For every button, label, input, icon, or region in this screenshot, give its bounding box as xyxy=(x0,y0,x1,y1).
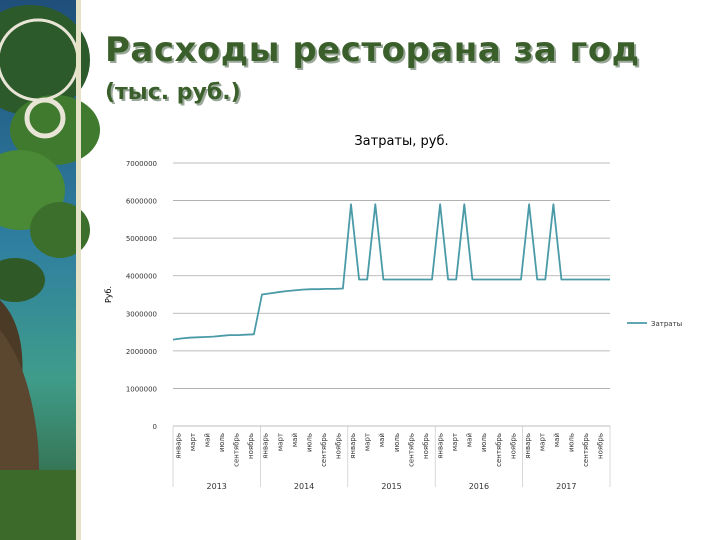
y-tick-label: 3000000 xyxy=(126,310,157,318)
expenses-line-chart: Затраты, руб. 0 1000000 2000000 3000000 40000… xyxy=(104,134,682,491)
year-label: 2015 xyxy=(381,482,401,491)
y-tick-label: 6000000 xyxy=(126,198,157,206)
y-tick-label: 0 xyxy=(153,423,157,431)
x-tick-label: ноябрь xyxy=(509,433,517,459)
slide-title: Расходы ресторана за год xyxy=(105,30,640,70)
y-tick-label: 2000000 xyxy=(126,348,157,356)
x-tick-label: ноябрь xyxy=(422,433,430,459)
x-tick-label: сентябрь xyxy=(233,433,241,467)
year-label: 2013 xyxy=(207,482,227,491)
x-tick-label: сентябрь xyxy=(320,433,328,467)
x-tick-label: ноябрь xyxy=(247,433,255,459)
x-tick-label: март xyxy=(538,433,546,451)
legend-label: Затраты xyxy=(651,320,682,328)
x-tick-label: июль xyxy=(568,433,576,452)
x-tick-label: март xyxy=(189,433,197,451)
x-tick-label: июль xyxy=(218,433,226,452)
x-tick-label: ноябрь xyxy=(335,433,343,459)
year-label: 2014 xyxy=(294,482,314,491)
tree-illustration xyxy=(0,0,100,540)
x-tick-label: май xyxy=(553,433,561,447)
series-line-zatraty xyxy=(172,203,610,341)
x-tick-label: январь xyxy=(524,433,532,459)
x-tick-label: сентябрь xyxy=(582,433,590,467)
y-tick-label: 7000000 xyxy=(126,160,157,168)
x-tick-label: март xyxy=(451,433,459,451)
x-tick-label: май xyxy=(466,433,474,447)
chart-title: Затраты, руб. xyxy=(354,134,448,149)
y-tick-label: 1000000 xyxy=(126,385,157,393)
x-tick-label: июль xyxy=(305,433,313,452)
y-tick-label: 5000000 xyxy=(126,235,157,243)
x-tick-label: май xyxy=(203,433,211,447)
x-tick-label: ноябрь xyxy=(597,433,605,459)
slide-subtitle: (тыс. руб.) xyxy=(105,80,241,105)
y-tick-label: 4000000 xyxy=(126,273,157,281)
x-tick-label: март xyxy=(364,433,372,451)
divider-bar xyxy=(76,0,81,540)
x-tick-label: январь xyxy=(436,433,444,459)
x-tick-label: май xyxy=(378,433,386,447)
y-axis-label: Руб. xyxy=(104,286,113,303)
x-tick-label: май xyxy=(291,433,299,447)
x-tick-label: январь xyxy=(174,433,182,459)
x-tick-label: сентябрь xyxy=(407,433,415,467)
x-tick-label: июль xyxy=(393,433,401,452)
x-tick-label: март xyxy=(276,433,284,451)
year-label: 2017 xyxy=(556,482,576,491)
x-tick-label: июль xyxy=(480,433,488,452)
x-tick-label: январь xyxy=(262,433,270,459)
year-label: 2016 xyxy=(469,482,489,491)
x-tick-label: январь xyxy=(349,433,357,459)
x-tick-label: сентябрь xyxy=(495,433,503,467)
